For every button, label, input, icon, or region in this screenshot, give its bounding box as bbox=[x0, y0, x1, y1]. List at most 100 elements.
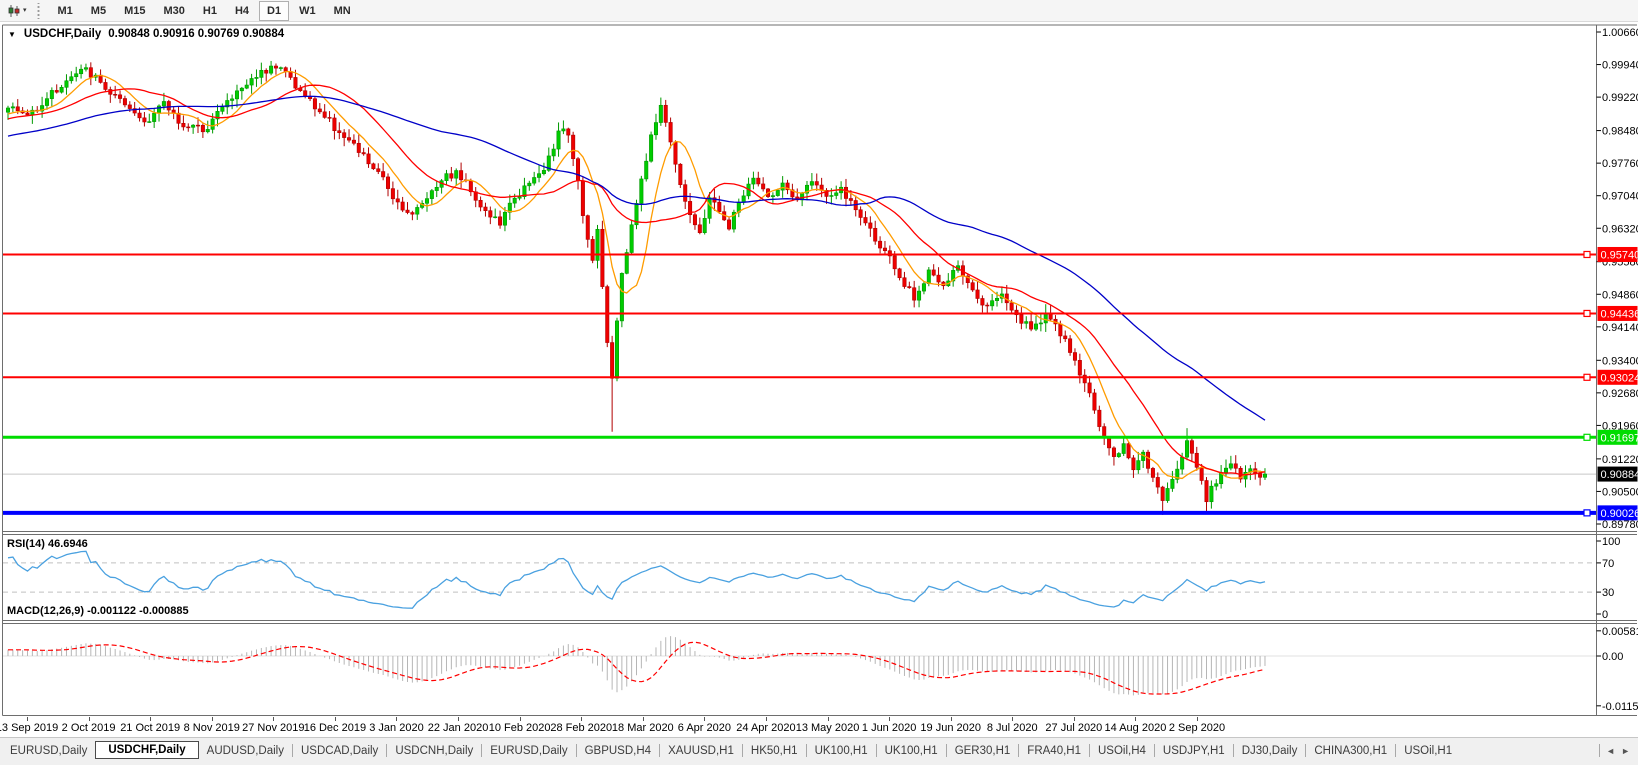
date-axis-label: 10 Feb 2020 bbox=[488, 722, 551, 734]
date-axis-label: 18 Mar 2020 bbox=[611, 722, 674, 734]
date-axis-tick bbox=[396, 717, 398, 721]
chart-tab-xauusd-h1[interactable]: XAUUSD,H1 bbox=[668, 744, 734, 757]
hline-price-tag bbox=[1597, 246, 1638, 262]
chart-tab-eurusd-daily[interactable]: EURUSD,Daily bbox=[10, 744, 88, 757]
tab-separator bbox=[386, 744, 388, 757]
tab-scroll-left-icon[interactable]: ◄ bbox=[1606, 745, 1616, 756]
tab-separator bbox=[1153, 744, 1155, 757]
chart-tab-usdcnh-daily[interactable]: USDCNH,Daily bbox=[395, 744, 474, 757]
date-axis-label: 22 Jan 2020 bbox=[427, 722, 489, 734]
chart-tab-hk50-h1[interactable]: HK50,H1 bbox=[750, 744, 798, 757]
chart-tab-usdchf-daily[interactable]: USDCHF,Daily bbox=[95, 740, 199, 759]
date-axis-tick bbox=[581, 717, 583, 721]
date-axis-label: 8 Jul 2020 bbox=[986, 722, 1038, 734]
date-axis-tick bbox=[211, 717, 213, 721]
chart-tab-dj30-daily[interactable]: DJ30,Daily bbox=[1241, 744, 1298, 757]
chart-tab-usdcad-daily[interactable]: USDCAD,Daily bbox=[300, 744, 379, 757]
hline-price-tag bbox=[1597, 369, 1638, 385]
price-axis-label: 0.96320 bbox=[1602, 223, 1638, 235]
price-axis-label: 0.91220 bbox=[1602, 454, 1638, 466]
chart-tab-fra40-h1[interactable]: FRA40,H1 bbox=[1027, 744, 1081, 757]
date-axis-tick bbox=[642, 717, 644, 721]
timeframe-button-m30[interactable]: M30 bbox=[163, 4, 185, 17]
macd-axis-label: 0.00 bbox=[1602, 651, 1623, 663]
price-axis-label: 0.94860 bbox=[1602, 289, 1638, 301]
macd-signal-line bbox=[8, 641, 1266, 695]
hline-price-tag-text: 0.91697 bbox=[1601, 432, 1638, 444]
macd-axis-label: 0.005818 bbox=[1602, 626, 1638, 638]
tab-separator bbox=[1232, 744, 1234, 757]
chart-tab-china300-h1[interactable]: CHINA300,H1 bbox=[1314, 744, 1388, 757]
ma-line-medium bbox=[7, 84, 1266, 476]
candlestick-chart-icon bbox=[8, 4, 20, 17]
hline-price-tag-text: 0.94436 bbox=[1601, 308, 1638, 320]
tab-separator bbox=[1018, 744, 1020, 757]
timeframe-button-h4[interactable]: H4 bbox=[234, 4, 250, 17]
price-chart-canvas[interactable]: 1.00660 0.99940 0.99220 0.98480 0.97760 0.970… bbox=[0, 22, 1638, 717]
rsi-line bbox=[7, 550, 1266, 609]
date-axis-label: 2 Oct 2019 bbox=[61, 722, 116, 734]
price-axis-label: 0.92680 bbox=[1602, 388, 1638, 400]
chart-type-icon[interactable]: ▾ bbox=[4, 3, 30, 19]
hline-price-tag bbox=[1597, 505, 1638, 521]
tab-separator bbox=[291, 744, 293, 757]
price-axis-label: 0.91960 bbox=[1602, 420, 1638, 432]
chart-tab-audusd-daily[interactable]: AUDUSD,Daily bbox=[206, 744, 284, 757]
chart-tab-gbpusd-h4[interactable]: GBPUSD,H4 bbox=[584, 744, 652, 757]
timeframe-button-m5[interactable]: M5 bbox=[90, 4, 107, 17]
rsi-label: RSI(14) 46.6946 bbox=[7, 538, 88, 550]
chart-ohlc-readout: 0.90848 0.90916 0.90769 0.90884 bbox=[108, 28, 285, 40]
horizontal-lines-layer bbox=[3, 250, 1596, 517]
hline-price-tag bbox=[1597, 305, 1638, 321]
date-axis-tick bbox=[150, 717, 152, 721]
tab-separator bbox=[659, 744, 661, 757]
date-axis-label: 27 Nov 2019 bbox=[242, 722, 305, 734]
tab-separator bbox=[575, 744, 577, 757]
date-axis-tick bbox=[458, 717, 460, 721]
ma-line-fast bbox=[7, 70, 1266, 480]
tab-separator bbox=[1599, 744, 1601, 757]
timeframe-button-m15[interactable]: M15 bbox=[124, 4, 146, 17]
date-axis-label: 3 Jan 2020 bbox=[369, 722, 424, 734]
date-axis-tick bbox=[334, 717, 336, 721]
rsi-axis-label: 30 bbox=[1602, 587, 1614, 599]
timeframe-button-h1[interactable]: H1 bbox=[202, 4, 217, 17]
date-axis-label: 6 Apr 2020 bbox=[677, 722, 731, 734]
price-axis-label: 0.99940 bbox=[1602, 60, 1638, 72]
price-axis-label: 0.90500 bbox=[1602, 486, 1638, 498]
moving-averages-layer bbox=[7, 70, 1266, 480]
chart-tab-uk100-h1[interactable]: UK100,H1 bbox=[884, 744, 938, 757]
chart-tab-ger30-h1[interactable]: GER30,H1 bbox=[954, 744, 1011, 757]
chart-region: 1.00660 0.99940 0.99220 0.98480 0.97760 0.970… bbox=[0, 22, 1638, 717]
timeframe-button-mn[interactable]: MN bbox=[333, 4, 351, 17]
rsi-axis-label: 0 bbox=[1602, 609, 1608, 621]
timeframe-button-d1[interactable]: D1 bbox=[259, 0, 290, 21]
tab-scroll-right-icon[interactable]: ► bbox=[1621, 745, 1630, 756]
timeframe-button-m1[interactable]: M1 bbox=[57, 4, 73, 17]
tab-separator bbox=[1305, 744, 1307, 757]
date-axis-label: 16 Dec 2019 bbox=[303, 722, 367, 734]
hline-price-tag-text: 0.95740 bbox=[1601, 249, 1638, 261]
price-axis: 1.00660 0.99940 0.99220 0.98480 0.97760 0.970… bbox=[1596, 27, 1638, 531]
hline-price-tag-text: 0.93024 bbox=[1601, 372, 1638, 384]
chart-tab-usoil-h1[interactable]: USOil,H1 bbox=[1404, 744, 1453, 757]
chart-symbol-period: USDCHF,Daily bbox=[23, 28, 102, 40]
tab-separator bbox=[1088, 744, 1090, 757]
chevron-down-icon: ▾ bbox=[23, 7, 27, 14]
chart-tab-usdjpy-h1[interactable]: USDJPY,H1 bbox=[1162, 744, 1225, 757]
toolbar-grip[interactable] bbox=[35, 2, 41, 19]
tab-separator bbox=[1395, 744, 1397, 757]
chart-tab-uk100-h1[interactable]: UK100,H1 bbox=[814, 744, 868, 757]
date-axis-tick bbox=[1073, 717, 1075, 721]
tab-scroll-buttons: ◄ ► bbox=[1599, 744, 1636, 757]
chart-tab-usoil-h4[interactable]: USOil,H4 bbox=[1097, 744, 1146, 757]
date-axis: 13 Sep 2019 2 Oct 2019 21 Oct 2019 8 Nov 20… bbox=[0, 717, 1638, 737]
window-menu-icon[interactable]: ▼ bbox=[8, 29, 16, 39]
macd-histogram bbox=[7, 636, 1266, 696]
timeframe-button-w1[interactable]: W1 bbox=[299, 4, 316, 17]
date-axis-label: 13 May 2020 bbox=[795, 722, 860, 734]
date-axis-tick bbox=[519, 717, 521, 721]
price-axis-label: 0.94140 bbox=[1602, 322, 1638, 334]
date-axis-label: 1 Jun 2020 bbox=[861, 722, 917, 734]
chart-tab-eurusd-daily[interactable]: EURUSD,Daily bbox=[490, 744, 568, 757]
